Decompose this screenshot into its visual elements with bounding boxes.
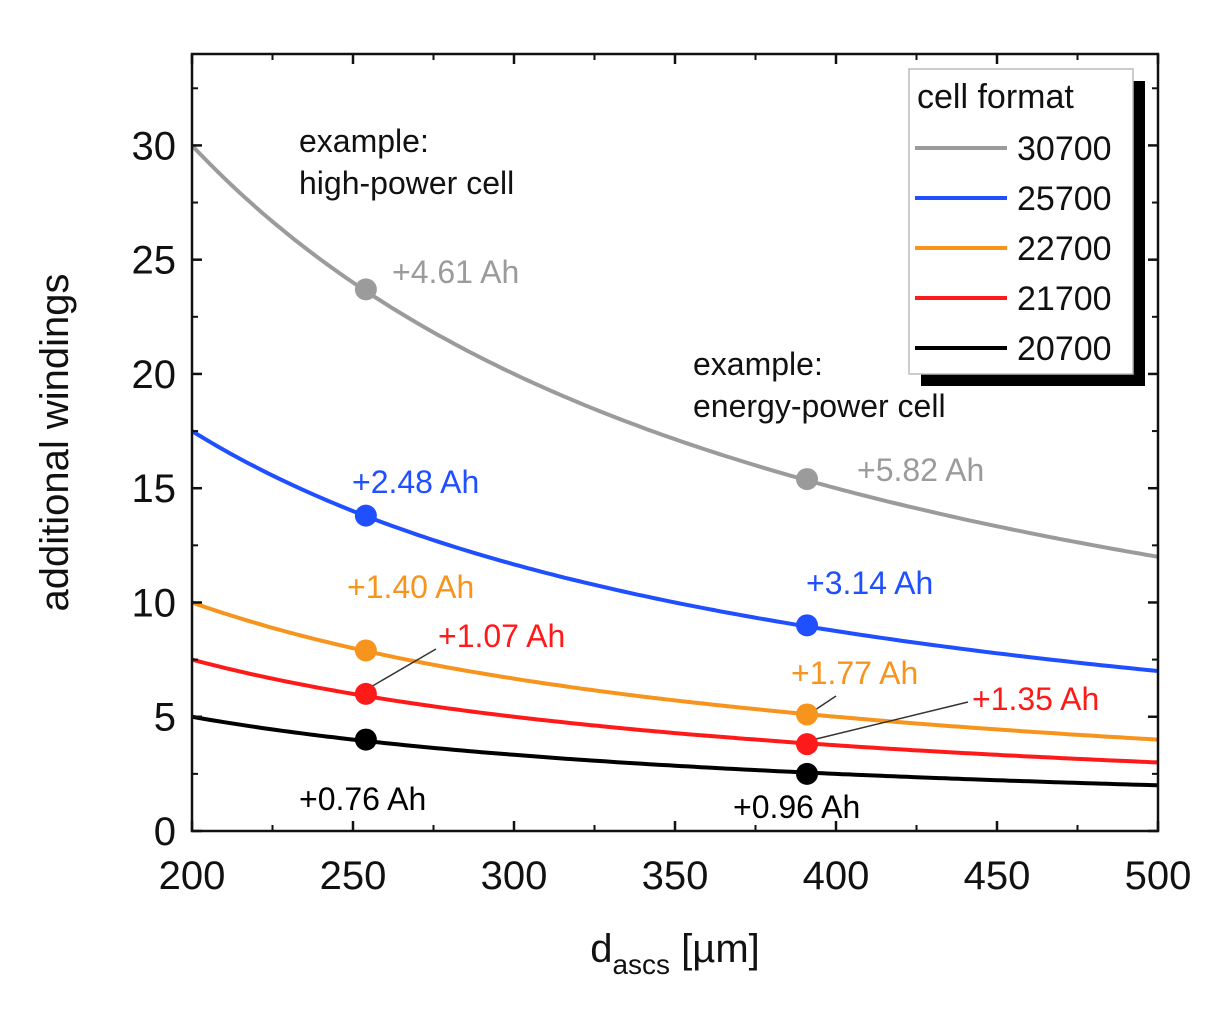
x-tick-label: 500 bbox=[1125, 854, 1192, 898]
capacity-label-30700: +4.61 Ah bbox=[392, 254, 519, 290]
series-line-25700 bbox=[192, 429, 1158, 673]
x-tick-label: 400 bbox=[803, 854, 870, 898]
x-tick-label: 450 bbox=[964, 854, 1031, 898]
example-annotation: energy-power cell bbox=[693, 388, 946, 424]
y-tick-label: 5 bbox=[154, 696, 176, 740]
capacity-label-22700: +1.77 Ah bbox=[791, 655, 918, 691]
leader-line bbox=[811, 701, 969, 741]
data-point-30700 bbox=[354, 278, 377, 301]
legend-entry-20700: 20700 bbox=[1017, 330, 1112, 368]
x-tick-label: 250 bbox=[320, 854, 387, 898]
y-axis-title: additional windings bbox=[33, 273, 77, 611]
y-tick-label: 15 bbox=[132, 467, 177, 511]
example-annotation: high-power cell bbox=[299, 165, 514, 201]
capacity-label-22700: +1.40 Ah bbox=[347, 569, 474, 605]
capacity-label-21700: +1.35 Ah bbox=[972, 681, 1099, 717]
capacity-label-30700: +5.82 Ah bbox=[857, 452, 984, 488]
series-line-20700 bbox=[192, 714, 1158, 788]
legend-entry-22700: 22700 bbox=[1017, 230, 1112, 268]
data-point-30700 bbox=[796, 468, 819, 491]
x-tick-label: 350 bbox=[642, 854, 709, 898]
capacity-label-25700: +3.14 Ah bbox=[806, 565, 933, 601]
legend-box bbox=[908, 68, 1134, 375]
capacity-label-21700: +1.07 Ah bbox=[438, 618, 565, 654]
x-axis-title: dascs [µm] bbox=[590, 927, 760, 980]
legend-entry-30700: 30700 bbox=[1017, 130, 1112, 168]
series-lines bbox=[192, 144, 1158, 788]
capacity-label-25700: +2.48 Ah bbox=[352, 464, 479, 500]
y-tick-label: 25 bbox=[132, 239, 177, 283]
series-line-22700 bbox=[192, 600, 1158, 742]
data-point-22700 bbox=[796, 703, 819, 726]
x-tick-label: 200 bbox=[159, 854, 226, 898]
example-annotation: example: bbox=[299, 123, 429, 159]
x-tick-label: 300 bbox=[481, 854, 548, 898]
capacity-label-20700: +0.76 Ah bbox=[299, 781, 426, 817]
y-tick-label: 30 bbox=[132, 124, 177, 168]
y-tick-label: 0 bbox=[154, 810, 176, 854]
example-annotation: example: bbox=[693, 346, 823, 382]
data-point-25700 bbox=[796, 614, 819, 637]
legend-entry-25700: 25700 bbox=[1017, 180, 1112, 218]
legend-title: cell format bbox=[917, 78, 1074, 116]
legend-entry-21700: 21700 bbox=[1017, 280, 1112, 318]
capacity-label-20700: +0.96 Ah bbox=[733, 789, 860, 825]
data-point-21700 bbox=[796, 733, 819, 756]
y-tick-label: 20 bbox=[132, 353, 177, 397]
data-point-21700 bbox=[354, 682, 377, 705]
data-point-25700 bbox=[354, 504, 377, 527]
data-point-20700 bbox=[354, 728, 377, 751]
leader-line bbox=[368, 648, 437, 689]
data-point-22700 bbox=[354, 639, 377, 662]
data-point-20700 bbox=[796, 762, 819, 785]
series-line-30700 bbox=[192, 144, 1158, 559]
series-line-21700 bbox=[192, 657, 1158, 765]
y-tick-label: 10 bbox=[132, 581, 177, 625]
